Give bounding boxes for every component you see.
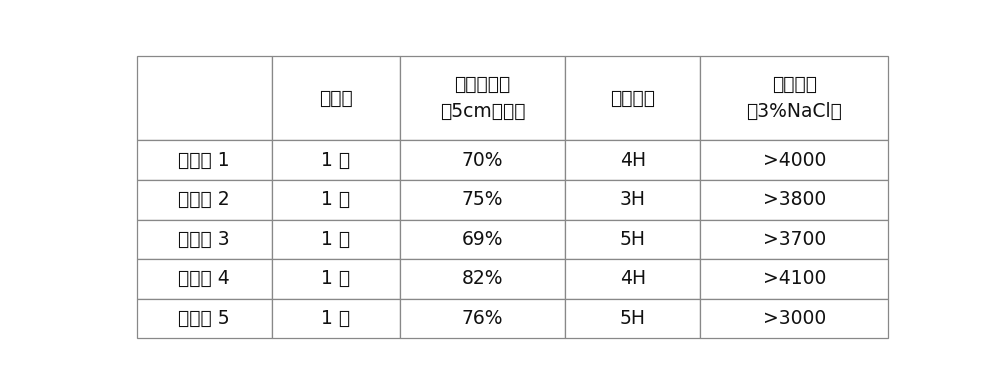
Text: 5H: 5H bbox=[620, 309, 646, 328]
Bar bbox=[272, 259, 400, 299]
Text: 实施例 2: 实施例 2 bbox=[178, 190, 230, 209]
Text: 实施例 1: 实施例 1 bbox=[178, 151, 230, 170]
Bar bbox=[272, 140, 400, 180]
Text: 1 级: 1 级 bbox=[321, 190, 350, 209]
Bar bbox=[400, 299, 565, 338]
Bar bbox=[700, 299, 888, 338]
Text: 耐盐雾性
（3%NaCl）: 耐盐雾性 （3%NaCl） bbox=[746, 75, 842, 121]
Bar bbox=[400, 56, 565, 140]
Text: 76%: 76% bbox=[462, 309, 503, 328]
Bar bbox=[700, 140, 888, 180]
Text: 中子屏蔽率
（5cm膜厚）: 中子屏蔽率 （5cm膜厚） bbox=[440, 75, 525, 121]
Text: 82%: 82% bbox=[462, 269, 503, 288]
Bar bbox=[565, 299, 700, 338]
Text: 实施例 4: 实施例 4 bbox=[178, 269, 230, 288]
Text: 5H: 5H bbox=[620, 230, 646, 249]
Bar bbox=[700, 259, 888, 299]
Text: >3000: >3000 bbox=[763, 309, 826, 328]
Text: 75%: 75% bbox=[462, 190, 503, 209]
Bar bbox=[400, 220, 565, 259]
Bar bbox=[137, 56, 272, 140]
Text: 实施例 3: 实施例 3 bbox=[178, 230, 230, 249]
Bar bbox=[700, 56, 888, 140]
Text: 1 级: 1 级 bbox=[321, 309, 350, 328]
Text: 1 级: 1 级 bbox=[321, 151, 350, 170]
Bar bbox=[400, 140, 565, 180]
Bar bbox=[137, 180, 272, 220]
Bar bbox=[137, 259, 272, 299]
Text: 3H: 3H bbox=[620, 190, 646, 209]
Text: >4000: >4000 bbox=[763, 151, 826, 170]
Bar bbox=[565, 56, 700, 140]
Text: >3700: >3700 bbox=[763, 230, 826, 249]
Text: 附着力: 附着力 bbox=[319, 89, 353, 108]
Bar bbox=[565, 180, 700, 220]
Text: 70%: 70% bbox=[462, 151, 503, 170]
Bar bbox=[272, 299, 400, 338]
Bar bbox=[272, 180, 400, 220]
Text: 铅笔硬度: 铅笔硬度 bbox=[610, 89, 655, 108]
Text: >4100: >4100 bbox=[763, 269, 826, 288]
Text: 4H: 4H bbox=[620, 151, 646, 170]
Bar bbox=[400, 259, 565, 299]
Bar bbox=[565, 140, 700, 180]
Text: 实施例 5: 实施例 5 bbox=[178, 309, 230, 328]
Bar bbox=[272, 220, 400, 259]
Bar bbox=[565, 220, 700, 259]
Text: 69%: 69% bbox=[462, 230, 503, 249]
Bar bbox=[565, 259, 700, 299]
Bar bbox=[700, 180, 888, 220]
Bar bbox=[400, 180, 565, 220]
Bar bbox=[137, 220, 272, 259]
Bar bbox=[137, 140, 272, 180]
Bar bbox=[272, 56, 400, 140]
Text: 4H: 4H bbox=[620, 269, 646, 288]
Bar bbox=[137, 299, 272, 338]
Bar bbox=[700, 220, 888, 259]
Text: >3800: >3800 bbox=[763, 190, 826, 209]
Text: 1 级: 1 级 bbox=[321, 269, 350, 288]
Text: 1 级: 1 级 bbox=[321, 230, 350, 249]
